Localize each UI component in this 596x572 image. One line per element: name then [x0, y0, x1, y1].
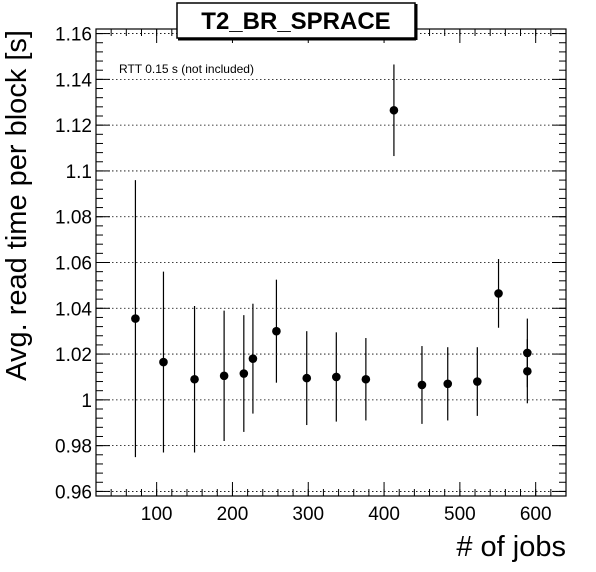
data-point	[272, 326, 281, 336]
y-tick-label: 0.98	[55, 437, 92, 458]
x-tick-label: 600	[520, 504, 552, 525]
x-tick-label: 300	[292, 504, 324, 525]
tick-labels: 0.96 0.98 1 1.02 1.04 1.06 1.08 1.1 1.12 1.14 1.16…	[55, 25, 552, 525]
y-tick-label: 1.06	[55, 254, 92, 275]
data-point	[302, 373, 312, 383]
x-tick-label: 200	[217, 504, 249, 525]
title-frame	[176, 2, 416, 39]
data-point	[159, 357, 168, 367]
y-tick-label: 0.96	[55, 482, 92, 503]
rtt-annotation: RTT 0.15 s (not included)	[119, 62, 254, 76]
data-point	[494, 289, 503, 298]
error-bars	[134, 64, 528, 458]
data-point	[389, 105, 399, 115]
x-tick-label: 100	[141, 504, 173, 525]
y-tick-label: 1.12	[55, 116, 92, 137]
axis-ticks	[95, 29, 567, 496]
data-point	[523, 348, 532, 358]
data-point	[239, 369, 249, 378]
y-tick-label: 1.02	[55, 345, 92, 366]
title-box: T2_BR_SPRACE	[176, 2, 418, 41]
data-point	[473, 377, 482, 386]
x-tick-label: 500	[444, 504, 476, 525]
data-point	[248, 354, 258, 363]
data-point	[361, 374, 371, 384]
data-point	[443, 379, 453, 389]
data-points	[131, 105, 532, 390]
data-point	[219, 371, 229, 381]
y-tick-label: 1.04	[55, 299, 92, 320]
data-point	[131, 314, 140, 323]
y-tick-label: 1.08	[55, 208, 92, 229]
plot-frame	[95, 28, 567, 497]
y-tick-label: 1.14	[55, 70, 92, 91]
gridlines	[96, 33, 566, 492]
data-point	[190, 374, 199, 384]
chart-title: T2_BR_SPRACE	[201, 8, 390, 35]
x-tick-label: 400	[368, 504, 400, 525]
y-tick-label: 1	[81, 391, 92, 412]
x-axis-title: # of jobs	[456, 531, 566, 563]
data-point	[332, 372, 341, 382]
y-tick-label: 1.1	[66, 162, 92, 183]
y-axis-title: Avg. read time per block [s]	[1, 30, 33, 381]
y-tick-label: 1.16	[55, 25, 92, 46]
data-point	[417, 380, 427, 390]
data-point	[523, 366, 532, 376]
